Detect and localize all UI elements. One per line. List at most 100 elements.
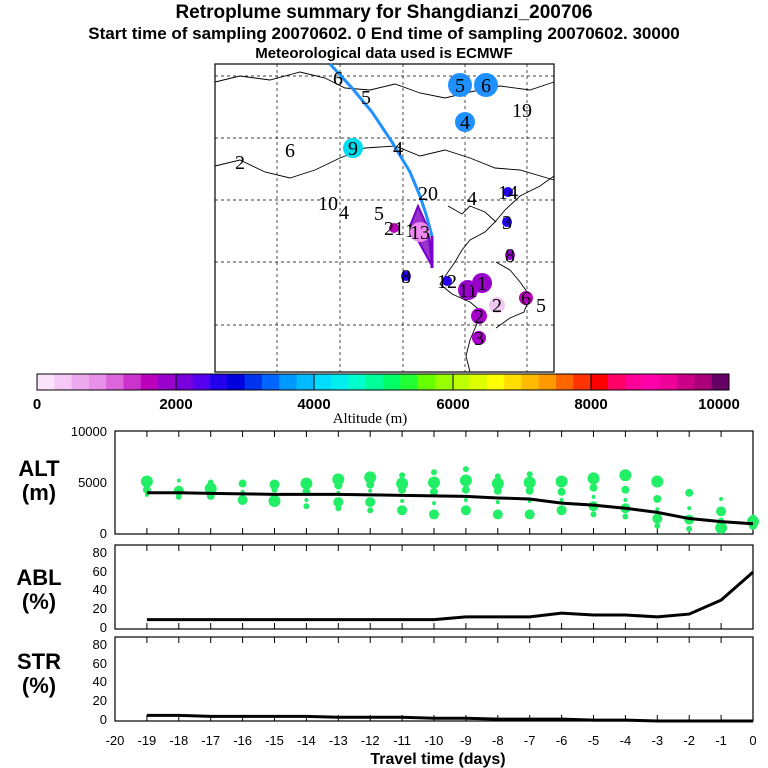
- x-tick-label: -7: [524, 733, 536, 748]
- cluster-marker: [343, 138, 363, 158]
- x-tick-label: -15: [265, 733, 284, 748]
- sampling-times: Start time of sampling 20070602. 0 End t…: [88, 24, 680, 43]
- colorbar: 0 2000 4000 6000 8000 10000 Altitude (m): [33, 373, 740, 427]
- cluster-label: 5: [361, 87, 371, 109]
- alt-dot: [687, 506, 692, 511]
- cluster-label: 6: [481, 75, 491, 97]
- colorbar-cell: [538, 374, 557, 390]
- x-tick-label: -12: [361, 733, 380, 748]
- abl-label: ABL: [16, 565, 61, 590]
- colorbar-cell: [434, 374, 453, 390]
- colorbar-tick-4000: 4000: [297, 396, 330, 413]
- colorbar-cell: [417, 374, 436, 390]
- str-ytick-20: 20: [93, 693, 107, 708]
- x-tick-labels: -20 -19 -18 -17 -16 -15 -14 -13 -12 -11 -10 -9 -8 -7-…: [106, 733, 757, 748]
- coastline-borders: [214, 71, 555, 373]
- alt-dot: [750, 514, 756, 521]
- x-tick-label: -1: [715, 733, 727, 748]
- cluster-label: 14: [498, 182, 518, 204]
- alt-panel: ALT (m) 10000 5000 0: [18, 424, 759, 541]
- alt-dot: [491, 477, 504, 490]
- cluster-label: 2: [235, 152, 245, 174]
- colorbar-cell: [677, 374, 695, 390]
- alt-dot: [556, 505, 567, 516]
- str-ytick-0: 0: [100, 712, 107, 727]
- x-tick-label: -3: [652, 733, 664, 748]
- colorbar-cell: [140, 374, 159, 390]
- cluster-label: 2: [492, 295, 502, 317]
- cluster-marker: [410, 222, 430, 242]
- alt-dot: [176, 478, 181, 483]
- abl-line: [146, 570, 754, 622]
- alt-dot: [524, 509, 535, 520]
- cluster-marker: [442, 276, 452, 286]
- alt-dot: [364, 471, 377, 484]
- x-tick-label: -4: [620, 733, 632, 748]
- cluster-label: 6: [521, 288, 531, 310]
- coast-bay: [447, 205, 497, 223]
- cluster-label: 21: [384, 218, 404, 240]
- alt-dot: [237, 495, 248, 506]
- colorbar-cell: [175, 374, 194, 390]
- colorbar-cell: [227, 374, 246, 390]
- str-ytick-40: 40: [93, 674, 107, 689]
- alt-dot: [400, 499, 405, 504]
- colorbar-cell: [71, 374, 90, 390]
- x-tick-label: -13: [329, 733, 348, 748]
- cluster-label: 6: [285, 140, 295, 162]
- alt-dot: [268, 495, 281, 508]
- alt-dot: [429, 509, 439, 520]
- x-tick-label: -20: [106, 733, 125, 748]
- alt-dot: [622, 513, 629, 520]
- colorbar-cell: [590, 374, 609, 390]
- x-tick-label: -19: [138, 733, 157, 748]
- colorbar-cell: [279, 374, 297, 390]
- abl-ytick-40: 40: [93, 582, 107, 597]
- cluster-label: 4: [460, 112, 470, 134]
- alt-dot: [555, 475, 568, 488]
- alt-dot: [269, 479, 280, 490]
- alt-dot: [590, 511, 597, 518]
- alt-dot: [589, 483, 598, 492]
- alt-dot: [432, 501, 436, 506]
- colorbar-cell: [296, 374, 315, 390]
- str-x-ticks: [114, 637, 754, 721]
- cluster-label: 5: [455, 75, 465, 97]
- x-tick-label: -16: [233, 733, 252, 748]
- colorbar-cell: [331, 374, 349, 390]
- alt-ytick-10000: 10000: [71, 424, 107, 439]
- cluster-marker: [401, 271, 411, 281]
- alt-dot: [431, 469, 437, 476]
- alt-dot: [332, 473, 345, 486]
- alt-dot: [396, 477, 409, 490]
- colorbar-cell: [313, 374, 332, 390]
- colorbar-label: Altitude (m): [333, 411, 408, 427]
- cluster-marker: [474, 73, 498, 97]
- alt-dot: [238, 479, 247, 488]
- alt-dot: [719, 496, 724, 501]
- colorbar-cells: [37, 374, 730, 390]
- alt-dot: [397, 505, 408, 516]
- x-tick-label: -5: [588, 733, 600, 748]
- cluster-label: 13: [410, 222, 430, 244]
- alt-dot: [591, 494, 596, 499]
- colorbar-cell: [54, 374, 73, 390]
- str-ytick-60: 60: [93, 656, 107, 671]
- x-tick-label: -9: [460, 733, 472, 748]
- alt-unit: (m): [22, 480, 56, 505]
- border-middle: [214, 145, 555, 181]
- cluster-marker: [503, 187, 513, 197]
- alt-dot: [652, 513, 663, 524]
- alt-dot: [494, 473, 501, 480]
- colorbar-cell: [694, 374, 713, 390]
- alt-dot: [335, 505, 342, 512]
- abl-ytick-60: 60: [93, 564, 107, 579]
- cluster-label: 8: [505, 245, 515, 267]
- colorbar-cell: [504, 374, 522, 390]
- colorbar-cell: [37, 374, 55, 390]
- alt-dot: [399, 472, 406, 479]
- alt-dot: [462, 466, 469, 473]
- alt-dot: [463, 498, 468, 503]
